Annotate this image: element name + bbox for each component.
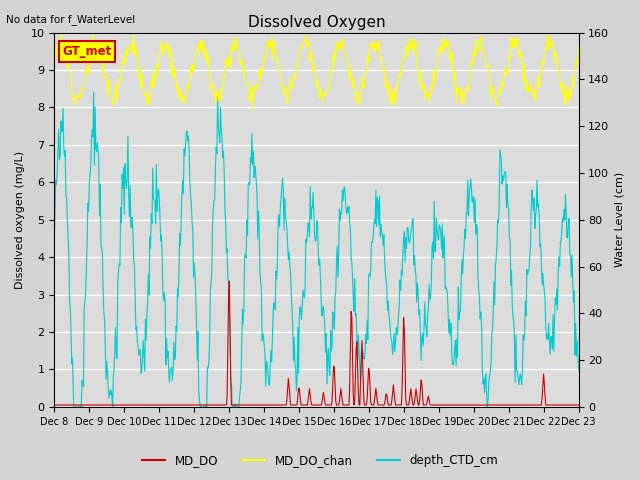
Title: Dissolved Oxygen: Dissolved Oxygen: [248, 15, 385, 30]
Y-axis label: Dissolved oxygen (mg/L): Dissolved oxygen (mg/L): [15, 151, 25, 289]
Y-axis label: Water Level (cm): Water Level (cm): [615, 172, 625, 267]
Text: No data for f_WaterLevel: No data for f_WaterLevel: [6, 14, 136, 25]
Legend: MD_DO, MD_DO_chan, depth_CTD_cm: MD_DO, MD_DO_chan, depth_CTD_cm: [137, 449, 503, 472]
Text: GT_met: GT_met: [62, 45, 111, 58]
